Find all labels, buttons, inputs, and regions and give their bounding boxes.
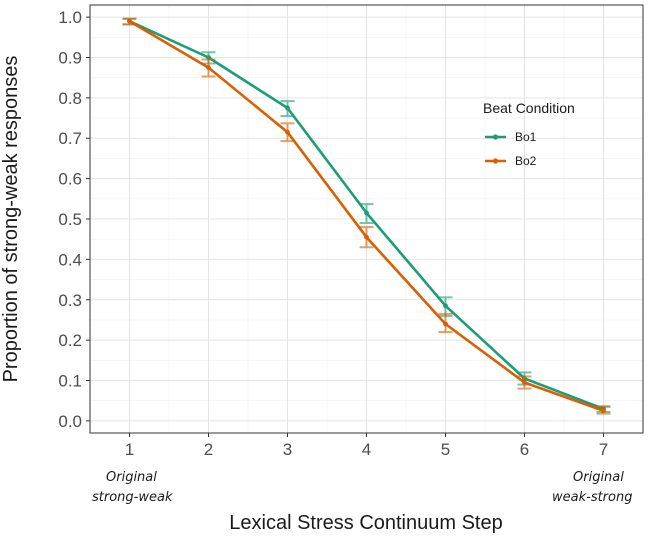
x-tick-label: 4: [362, 440, 371, 459]
data-point-bo2: [601, 408, 606, 414]
legend-title: Beat Condition: [483, 100, 575, 116]
y-tick-label: 0.3: [58, 291, 82, 310]
data-point-bo2: [443, 321, 448, 327]
data-point-bo2: [127, 18, 132, 24]
y-tick-label: 0.2: [58, 331, 82, 350]
data-point-bo1: [285, 105, 290, 111]
legend-swatch-bo2-point: [492, 158, 499, 164]
axis-layer: 1 2 3 4 5 6 7 0.0 0.1 0.2 0.3 0.4 0.5 0.6 0.7 0.8 0.9 1.0: [58, 8, 608, 459]
y-tick-label: 0.1: [58, 372, 82, 391]
y-tick-label: 1.0: [58, 8, 82, 27]
x-tick-label: 5: [441, 440, 450, 459]
y-tick-label: 0.9: [58, 48, 82, 67]
data-point-bo2: [364, 234, 369, 240]
legend: Beat Condition Bo1 Bo2: [483, 100, 575, 168]
y-tick-label: 0.4: [58, 250, 82, 269]
annotation-right-line1: Original: [573, 470, 624, 485]
y-tick-label: 0.6: [58, 170, 82, 189]
legend-label-bo2: Bo2: [515, 154, 537, 168]
x-tick-label: 3: [283, 440, 292, 459]
legend-label-bo1: Bo1: [515, 130, 537, 144]
annotation-left-line2: strong-weak: [92, 490, 173, 505]
y-tick-label: 0.7: [58, 129, 82, 148]
series-bo2: [122, 17, 611, 415]
annotation-left-line1: Original: [106, 470, 157, 485]
y-axis-title: Proportion of strong-weak responses: [0, 56, 22, 383]
y-tick-label: 0.0: [58, 412, 82, 431]
annotation-right-line2: weak-strong: [552, 490, 632, 505]
data-point-bo1: [443, 303, 448, 309]
x-tick-label: 2: [204, 440, 213, 459]
x-axis-title: Lexical Stress Continuum Step: [229, 512, 502, 534]
x-tick-label: 7: [599, 440, 608, 459]
data-point-bo2: [206, 65, 211, 70]
legend-swatch-bo1-point: [492, 134, 499, 140]
x-tick-label: 6: [520, 440, 529, 459]
data-point-bo2: [285, 129, 290, 135]
data-point-bo1: [364, 210, 369, 216]
y-tick-label: 0.5: [58, 210, 82, 229]
series-layer: [122, 17, 611, 415]
y-tick-label: 0.8: [58, 89, 82, 108]
x-tick-label: 1: [125, 440, 134, 459]
data-point-bo2: [522, 380, 527, 385]
grid-layer: [90, 5, 643, 433]
